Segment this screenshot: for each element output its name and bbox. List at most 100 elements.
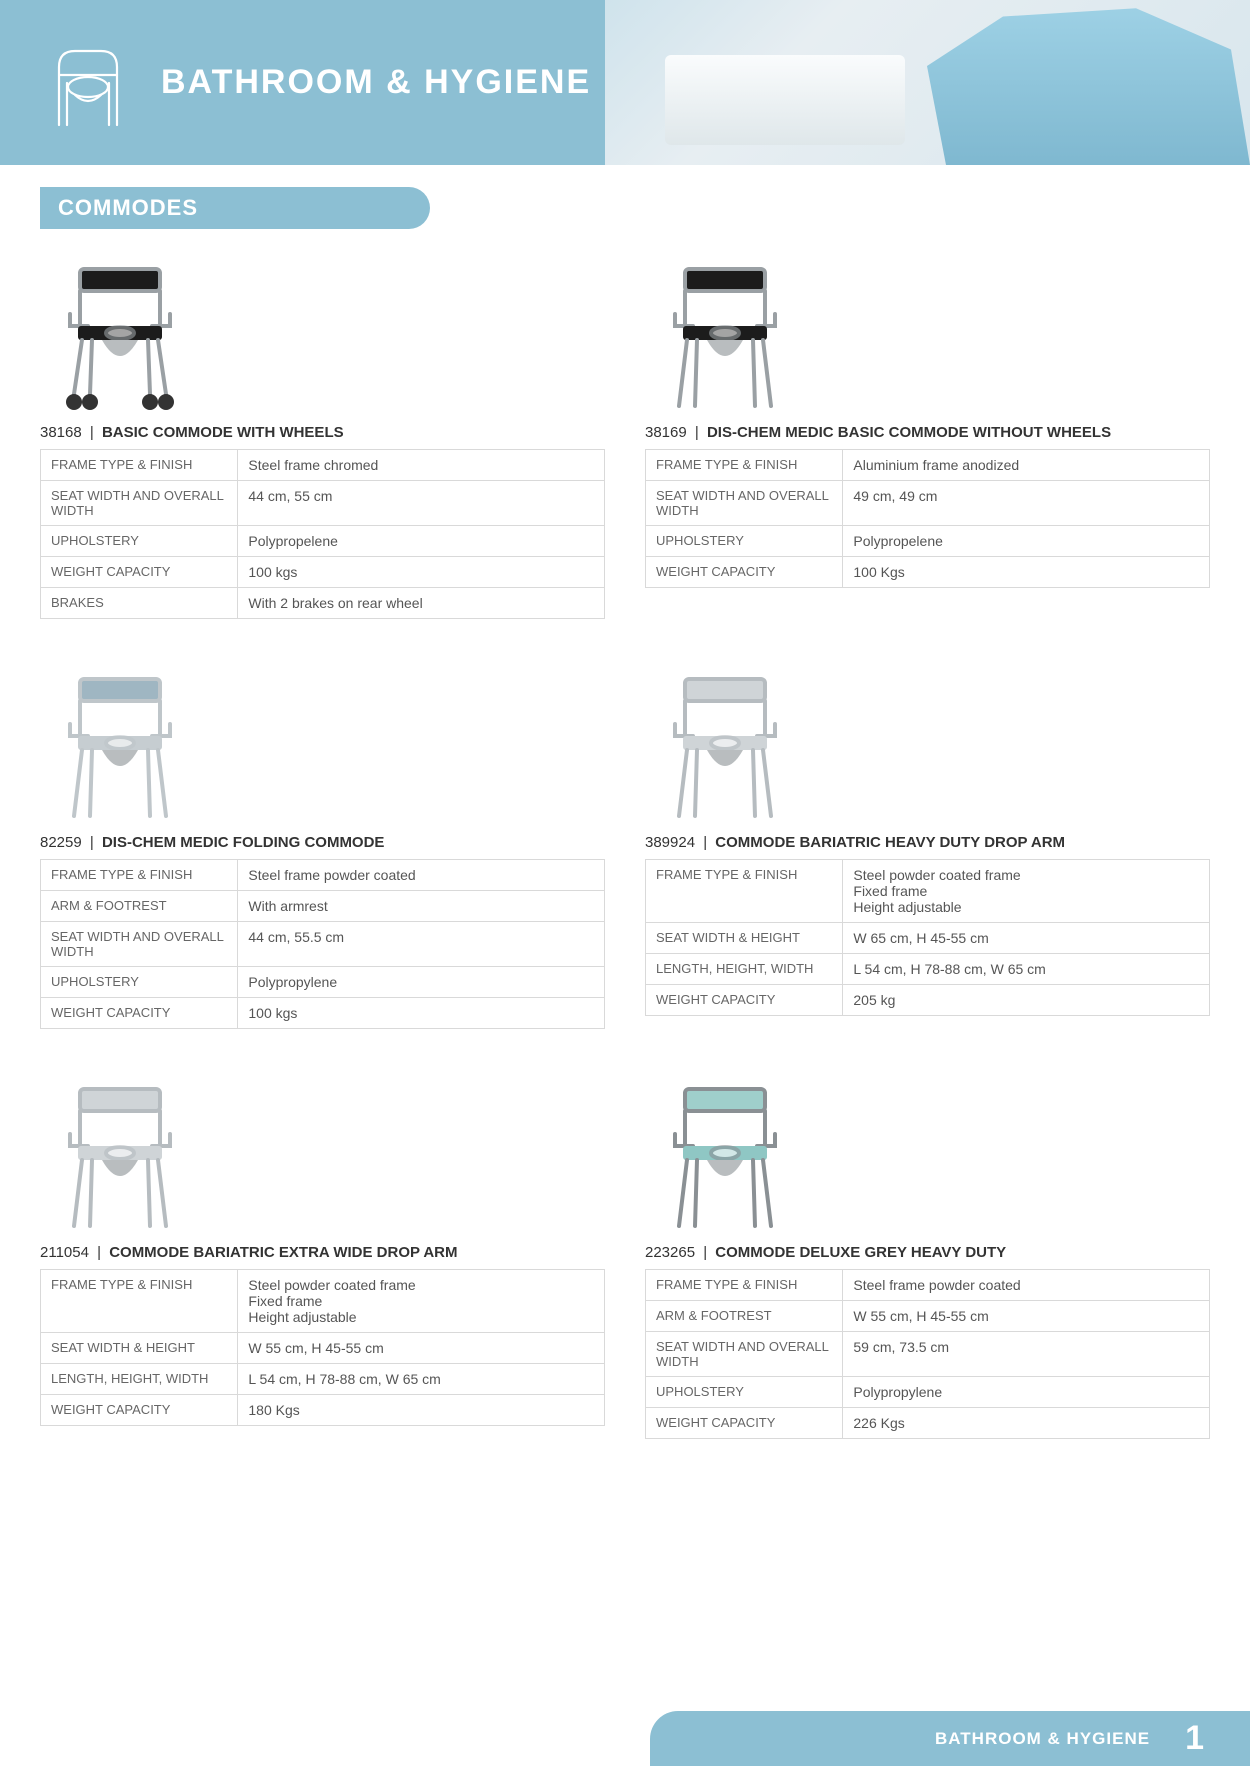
walker-icon [45, 37, 131, 129]
table-row: WEIGHT CAPACITY205 kg [646, 985, 1210, 1016]
spec-label: SEAT WIDTH & HEIGHT [41, 1333, 238, 1364]
header-title-area: BATHROOM & HYGIENE [0, 0, 605, 165]
table-row: SEAT WIDTH AND OVERALL WIDTH44 cm, 55.5 … [41, 922, 605, 967]
product-name: DIS-CHEM MEDIC FOLDING COMMODE [102, 834, 385, 851]
title-separator: | [82, 424, 102, 441]
product-card: 38168 | BASIC COMMODE WITH WHEELS FRAME T… [40, 239, 605, 619]
spec-value: 180 Kgs [238, 1395, 605, 1426]
product-card: 211054 | COMMODE BARIATRIC EXTRA WIDE DR… [40, 1059, 605, 1439]
table-row: SEAT WIDTH AND OVERALL WIDTH59 cm, 73.5 … [646, 1332, 1210, 1377]
product-title: 38168 | BASIC COMMODE WITH WHEELS [40, 424, 605, 441]
product-thumbnail [645, 239, 1210, 414]
spec-value: Polypropylene [238, 967, 605, 998]
spec-table: FRAME TYPE & FINISHSteel frame chromedSE… [40, 449, 605, 619]
spec-label: SEAT WIDTH AND OVERALL WIDTH [41, 481, 238, 526]
product-card: 38169 | DIS-CHEM MEDIC BASIC COMMODE WIT… [645, 239, 1210, 619]
table-row: FRAME TYPE & FINISHSteel frame powder co… [646, 1270, 1210, 1301]
table-row: ARM & FOOTRESTWith armrest [41, 891, 605, 922]
product-sku: 223265 [645, 1244, 695, 1261]
spec-label: FRAME TYPE & FINISH [646, 1270, 843, 1301]
spec-label: FRAME TYPE & FINISH [646, 860, 843, 923]
table-row: UPHOLSTERYPolypropylene [646, 1377, 1210, 1408]
table-row: UPHOLSTERYPolypropelene [41, 526, 605, 557]
spec-value: Steel frame powder coated [238, 860, 605, 891]
product-name: COMMODE BARIATRIC EXTRA WIDE DROP ARM [109, 1244, 457, 1261]
product-name: BASIC COMMODE WITH WHEELS [102, 424, 344, 441]
spec-label: UPHOLSTERY [41, 526, 238, 557]
spec-label: UPHOLSTERY [646, 1377, 843, 1408]
product-title: 389924 | COMMODE BARIATRIC HEAVY DUTY DR… [645, 834, 1210, 851]
spec-label: FRAME TYPE & FINISH [646, 450, 843, 481]
table-row: BRAKESWith 2 brakes on rear wheel [41, 588, 605, 619]
product-name: COMMODE BARIATRIC HEAVY DUTY DROP ARM [715, 834, 1065, 851]
spec-label: WEIGHT CAPACITY [646, 1408, 843, 1439]
page-title: BATHROOM & HYGIENE [161, 63, 591, 102]
spec-value: 44 cm, 55 cm [238, 481, 605, 526]
product-thumbnail [40, 239, 605, 414]
spec-value: W 65 cm, H 45-55 cm [843, 923, 1210, 954]
table-row: FRAME TYPE & FINISHSteel frame chromed [41, 450, 605, 481]
footer-label: BATHROOM & HYGIENE [935, 1729, 1150, 1749]
table-row: UPHOLSTERYPolypropylene [41, 967, 605, 998]
table-row: UPHOLSTERYPolypropelene [646, 526, 1210, 557]
spec-label: SEAT WIDTH & HEIGHT [646, 923, 843, 954]
spec-value: With 2 brakes on rear wheel [238, 588, 605, 619]
spec-table: FRAME TYPE & FINISHSteel frame powder co… [645, 1269, 1210, 1439]
product-title: 82259 | DIS-CHEM MEDIC FOLDING COMMODE [40, 834, 605, 851]
spec-label: WEIGHT CAPACITY [41, 1395, 238, 1426]
footer-page-number: 1 [1185, 1719, 1205, 1758]
spec-value: 100 kgs [238, 557, 605, 588]
spec-value: Polypropelene [843, 526, 1210, 557]
table-row: LENGTH, HEIGHT, WIDTHL 54 cm, H 78-88 cm… [41, 1364, 605, 1395]
spec-label: WEIGHT CAPACITY [646, 557, 843, 588]
spec-label: WEIGHT CAPACITY [41, 557, 238, 588]
product-sku: 38168 [40, 424, 82, 441]
spec-label: FRAME TYPE & FINISH [41, 1270, 238, 1333]
spec-label: WEIGHT CAPACITY [646, 985, 843, 1016]
spec-table: FRAME TYPE & FINISHAluminium frame anodi… [645, 449, 1210, 588]
table-row: SEAT WIDTH & HEIGHTW 55 cm, H 45-55 cm [41, 1333, 605, 1364]
table-row: FRAME TYPE & FINISHSteel frame powder co… [41, 860, 605, 891]
product-card: 223265 | COMMODE DELUXE GREY HEAVY DUTYF… [645, 1059, 1210, 1439]
spec-table: FRAME TYPE & FINISHSteel powder coated f… [645, 859, 1210, 1016]
spec-value: Polypropelene [238, 526, 605, 557]
spec-table: FRAME TYPE & FINISHSteel frame powder co… [40, 859, 605, 1029]
product-grid: 38168 | BASIC COMMODE WITH WHEELS FRAME T… [0, 229, 1250, 1439]
spec-table: FRAME TYPE & FINISHSteel powder coated f… [40, 1269, 605, 1426]
product-card: 82259 | DIS-CHEM MEDIC FOLDING COMMODE FR… [40, 649, 605, 1029]
spec-label: SEAT WIDTH AND OVERALL WIDTH [646, 481, 843, 526]
product-title: 38169 | DIS-CHEM MEDIC BASIC COMMODE WIT… [645, 424, 1210, 441]
spec-value: 59 cm, 73.5 cm [843, 1332, 1210, 1377]
title-separator: | [695, 1244, 715, 1261]
spec-value: 226 Kgs [843, 1408, 1210, 1439]
page-header: BATHROOM & HYGIENE [0, 0, 1250, 165]
table-row: WEIGHT CAPACITY226 Kgs [646, 1408, 1210, 1439]
spec-value: W 55 cm, H 45-55 cm [238, 1333, 605, 1364]
product-sku: 211054 [40, 1244, 89, 1261]
spec-value: 100 Kgs [843, 557, 1210, 588]
spec-label: SEAT WIDTH AND OVERALL WIDTH [41, 922, 238, 967]
table-row: SEAT WIDTH & HEIGHTW 65 cm, H 45-55 cm [646, 923, 1210, 954]
title-separator: | [695, 834, 715, 851]
spec-value: Steel frame powder coated [843, 1270, 1210, 1301]
spec-value: 205 kg [843, 985, 1210, 1016]
table-row: FRAME TYPE & FINISHSteel powder coated f… [41, 1270, 605, 1333]
spec-label: LENGTH, HEIGHT, WIDTH [41, 1364, 238, 1395]
table-row: FRAME TYPE & FINISHAluminium frame anodi… [646, 450, 1210, 481]
spec-value: 49 cm, 49 cm [843, 481, 1210, 526]
spec-value: W 55 cm, H 45-55 cm [843, 1301, 1210, 1332]
product-sku: 38169 [645, 424, 687, 441]
product-thumbnail [40, 649, 605, 824]
table-row: FRAME TYPE & FINISHSteel powder coated f… [646, 860, 1210, 923]
spec-label: ARM & FOOTREST [646, 1301, 843, 1332]
title-separator: | [687, 424, 707, 441]
spec-label: ARM & FOOTREST [41, 891, 238, 922]
product-thumbnail [645, 649, 1210, 824]
spec-value: 100 kgs [238, 998, 605, 1029]
table-row: WEIGHT CAPACITY100 Kgs [646, 557, 1210, 588]
spec-value: With armrest [238, 891, 605, 922]
spec-label: BRAKES [41, 588, 238, 619]
spec-label: FRAME TYPE & FINISH [41, 860, 238, 891]
spec-label: UPHOLSTERY [41, 967, 238, 998]
spec-label: UPHOLSTERY [646, 526, 843, 557]
